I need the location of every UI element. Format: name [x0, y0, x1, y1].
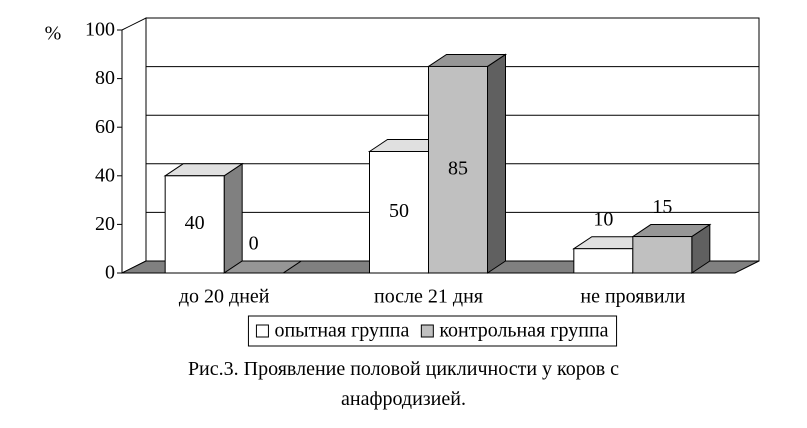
- bar: [426, 53, 508, 274]
- legend-box: [247, 315, 618, 347]
- bar-side: [487, 53, 506, 274]
- x-tick-label: после 21 дня: [374, 286, 483, 308]
- side-wall: [121, 17, 147, 274]
- bar: [163, 162, 244, 274]
- y-tick-label: 40: [95, 164, 115, 186]
- chart: % 0 20 40 60 80 100 до 20 дней 40 0 после 21 дня 5…: [45, 17, 760, 347]
- value-label: 15: [652, 196, 672, 218]
- y-tick-label: 0: [105, 262, 115, 284]
- value-label: 0: [249, 233, 259, 255]
- bar-front: [428, 65, 488, 274]
- bar: [222, 260, 303, 274]
- value-label: 10: [593, 208, 613, 230]
- y-axis-label: %: [45, 23, 62, 45]
- x-tick-label: до 20 дней: [179, 286, 270, 308]
- value-label: 50: [389, 200, 409, 222]
- bar-front: [369, 151, 429, 274]
- bar-front: [573, 248, 634, 274]
- value-label: 40: [185, 212, 205, 234]
- bar-side: [223, 162, 243, 274]
- bar-front: [632, 236, 693, 274]
- value-label: 85: [448, 157, 468, 179]
- legend-swatch: [255, 324, 269, 338]
- caption: Рис.3. Проявление половой цикличности у …: [187, 358, 620, 410]
- y-tick-label: 60: [95, 116, 115, 138]
- bar: [631, 223, 712, 274]
- y-tick-label: 100: [85, 19, 115, 41]
- legend-swatch: [420, 324, 434, 338]
- bar-top: [222, 260, 303, 274]
- y-tick-label: 80: [95, 67, 115, 89]
- legend-label: опытная группа: [274, 320, 409, 342]
- bar-front: [164, 175, 225, 274]
- y-tick-label: 20: [95, 213, 115, 235]
- legend: опытная группа контрольная группа: [247, 315, 618, 347]
- x-tick-label: не проявили: [580, 286, 685, 308]
- legend-label: контрольная группа: [439, 320, 608, 342]
